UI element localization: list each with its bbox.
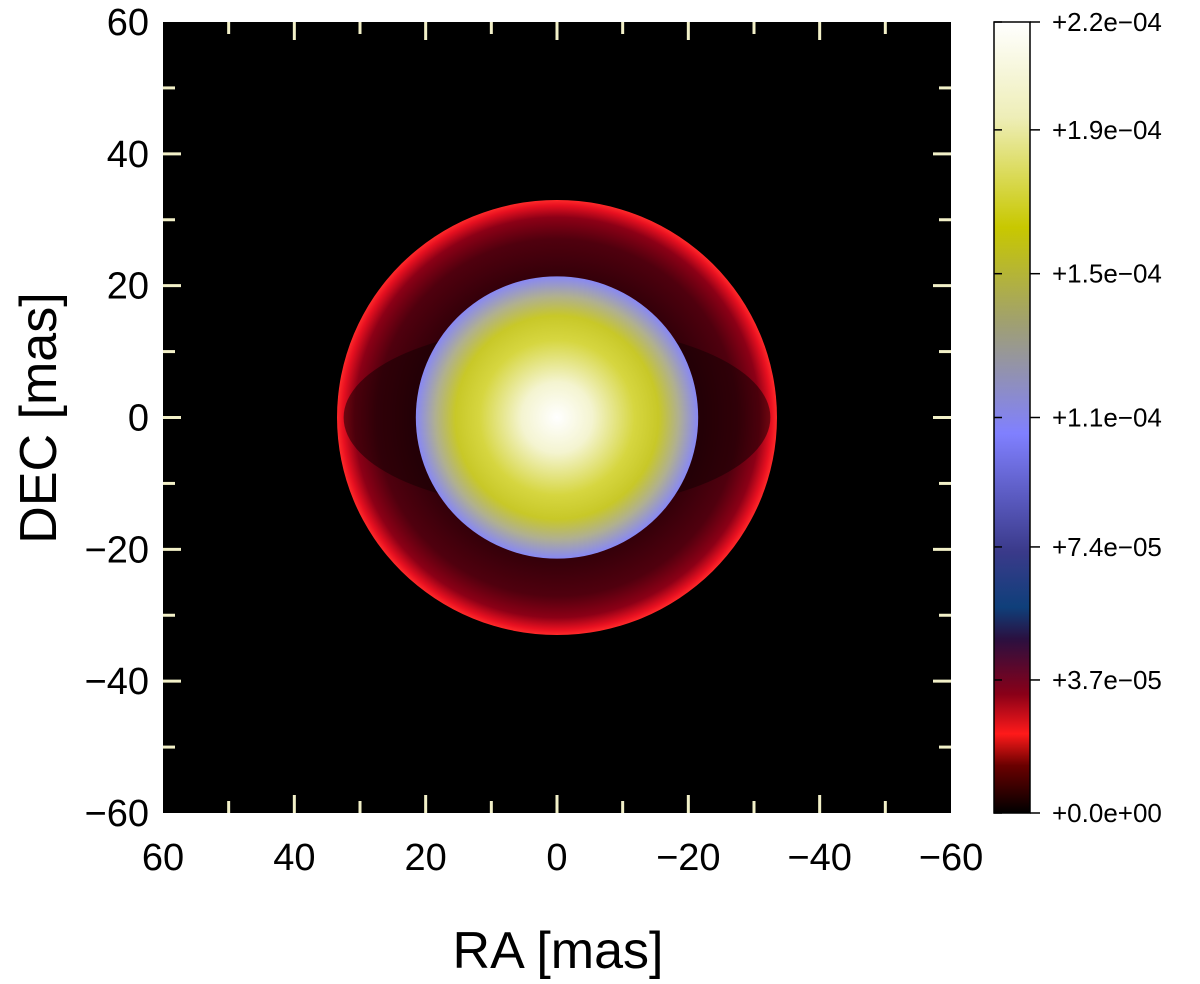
colorbar-tick-label: +1.5e−04 xyxy=(1052,259,1162,289)
colorbar-tick-label: +2.2e−04 xyxy=(1052,7,1162,37)
colorbar-tick-label: +0.0e+00 xyxy=(1052,798,1162,828)
y-tick-label: 0 xyxy=(128,398,149,440)
y-axis-ticks xyxy=(163,86,951,749)
colorbar-tick-label: +1.1e−04 xyxy=(1052,403,1162,433)
x-axis-label: RA [mas] xyxy=(453,922,664,980)
y-tick-label: 60 xyxy=(107,2,149,44)
x-tick-label: 0 xyxy=(546,837,567,879)
central-disk xyxy=(415,276,699,559)
x-tick-label: 40 xyxy=(273,837,315,879)
x-tick-label: −40 xyxy=(787,837,851,879)
colorbar-tick-label: +3.7e−05 xyxy=(1052,665,1162,695)
y-tick-label: −60 xyxy=(85,793,149,835)
colorbar-tick-labels: +0.0e+00 +3.7e−05 +7.4e−05 +1.1e−04 +1.5e−04… xyxy=(1052,7,1162,828)
x-axis-tick-labels: 60 40 20 0 −20 −40 −60 xyxy=(142,837,983,879)
colorbar: +0.0e+00 +3.7e−05 +7.4e−05 +1.1e−04 +1.5e−04… xyxy=(993,7,1162,828)
x-axis-ticks xyxy=(227,22,887,813)
y-axis-tick-labels: 60 40 20 0 −20 −40 −60 xyxy=(85,2,149,835)
y-axis-label: DEC [mas] xyxy=(10,292,68,543)
y-tick-label: 40 xyxy=(107,134,149,176)
x-tick-label: 20 xyxy=(405,837,447,879)
y-tick-label: −40 xyxy=(85,661,149,703)
x-tick-label: −20 xyxy=(656,837,720,879)
heatmap-plot: 60 40 20 0 −20 −40 −60 60 40 20 0 −20 −40 −60 xyxy=(85,2,984,879)
colorbar-tick-label: +1.9e−04 xyxy=(1052,115,1162,145)
y-tick-label: 20 xyxy=(107,266,149,308)
colorbar-tick-label: +7.4e−05 xyxy=(1052,532,1162,562)
x-tick-label: 60 xyxy=(142,837,184,879)
y-tick-label: −20 xyxy=(85,529,149,571)
colorbar-ticks xyxy=(994,21,1040,814)
x-tick-label: −60 xyxy=(919,837,983,879)
